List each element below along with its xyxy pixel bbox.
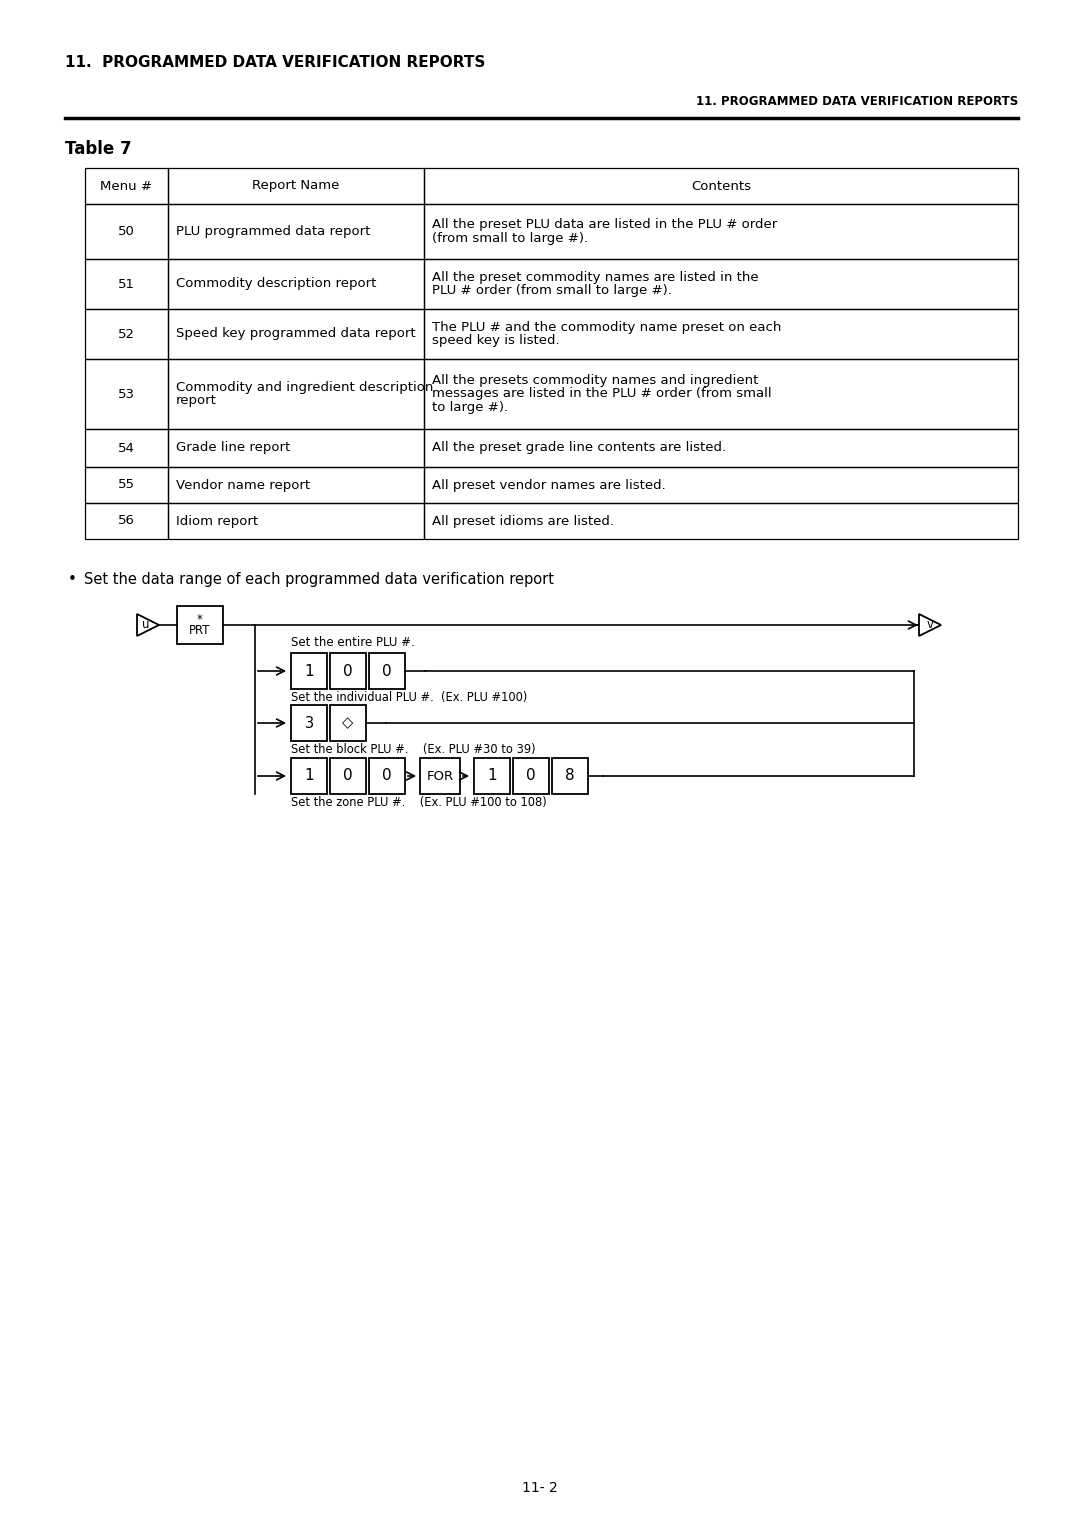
Text: Set the individual PLU #.  (Ex. PLU #100): Set the individual PLU #. (Ex. PLU #100) [291, 691, 527, 704]
Bar [168, 309, 424, 359]
Text: 3: 3 [305, 715, 313, 730]
Text: Set the block PLU #.    (Ex. PLU #30 to 39): Set the block PLU #. (Ex. PLU #30 to 39) [291, 743, 536, 756]
Bar [330, 758, 366, 795]
Bar [424, 359, 1018, 429]
Bar [168, 468, 424, 503]
Bar [291, 758, 327, 795]
Text: All preset vendor names are listed.: All preset vendor names are listed. [432, 478, 665, 492]
Text: 1: 1 [305, 663, 314, 678]
Text: Set the entire PLU #.: Set the entire PLU #. [291, 636, 415, 649]
Text: 56: 56 [118, 515, 135, 527]
Bar [168, 205, 424, 260]
Bar [369, 652, 405, 689]
Bar [168, 168, 424, 205]
Text: Commodity and ingredient description: Commodity and ingredient description [176, 380, 433, 394]
Bar [420, 758, 460, 795]
Polygon shape [919, 614, 941, 636]
Text: Grade line report: Grade line report [176, 442, 291, 454]
Text: 11- 2: 11- 2 [522, 1481, 558, 1494]
Bar [85, 309, 168, 359]
Text: All the preset PLU data are listed in the PLU # order: All the preset PLU data are listed in th… [432, 219, 778, 231]
Bar [177, 607, 222, 643]
Text: Report Name: Report Name [253, 179, 340, 193]
Text: Commodity description report: Commodity description report [176, 278, 376, 290]
Text: Set the zone PLU #.    (Ex. PLU #100 to 108): Set the zone PLU #. (Ex. PLU #100 to 108… [291, 796, 546, 808]
Bar [330, 652, 366, 689]
Text: 50: 50 [118, 225, 135, 238]
Text: messages are listed in the PLU # order (from small: messages are listed in the PLU # order (… [432, 388, 771, 400]
Text: 55: 55 [118, 478, 135, 492]
Text: (from small to large #).: (from small to large #). [432, 232, 589, 244]
Text: All preset idioms are listed.: All preset idioms are listed. [432, 515, 615, 527]
Text: 51: 51 [118, 278, 135, 290]
Text: FOR: FOR [427, 770, 454, 782]
Text: All the preset commodity names are listed in the: All the preset commodity names are liste… [432, 270, 758, 284]
Bar [369, 758, 405, 795]
Text: PRT: PRT [189, 625, 211, 637]
Bar [424, 429, 1018, 468]
Bar [85, 359, 168, 429]
Text: report: report [176, 394, 217, 408]
Bar [330, 704, 366, 741]
Bar [85, 205, 168, 260]
Text: 54: 54 [118, 442, 135, 454]
Text: 1: 1 [305, 769, 314, 784]
Bar [513, 758, 549, 795]
Text: PLU # order (from small to large #).: PLU # order (from small to large #). [432, 284, 672, 298]
Text: PLU programmed data report: PLU programmed data report [176, 225, 370, 238]
Text: All the presets commodity names and ingredient: All the presets commodity names and ingr… [432, 374, 758, 387]
Text: The PLU # and the commodity name preset on each: The PLU # and the commodity name preset … [432, 321, 781, 333]
Text: Idiom report: Idiom report [176, 515, 258, 527]
Bar [291, 652, 327, 689]
Bar [85, 168, 168, 205]
Text: ◇: ◇ [342, 715, 353, 730]
Bar [424, 168, 1018, 205]
Bar [424, 260, 1018, 309]
Text: v: v [927, 619, 933, 631]
Bar [168, 429, 424, 468]
Text: u: u [143, 619, 150, 631]
Text: 11. PROGRAMMED DATA VERIFICATION REPORTS: 11. PROGRAMMED DATA VERIFICATION REPORTS [696, 95, 1018, 108]
Bar [168, 260, 424, 309]
Bar [291, 704, 327, 741]
Polygon shape [137, 614, 159, 636]
Bar [552, 758, 588, 795]
Text: Contents: Contents [691, 179, 751, 193]
Text: Menu #: Menu # [100, 179, 152, 193]
Text: 0: 0 [382, 769, 392, 784]
Text: 53: 53 [118, 388, 135, 400]
Bar [85, 468, 168, 503]
Text: All the preset grade line contents are listed.: All the preset grade line contents are l… [432, 442, 726, 454]
Bar [85, 260, 168, 309]
Bar [424, 205, 1018, 260]
Bar [424, 468, 1018, 503]
Text: Table 7: Table 7 [65, 141, 132, 157]
Text: 0: 0 [382, 663, 392, 678]
Text: •: • [68, 571, 77, 587]
Text: Speed key programmed data report: Speed key programmed data report [176, 327, 416, 341]
Text: Vendor name report: Vendor name report [176, 478, 310, 492]
Text: 11.  PROGRAMMED DATA VERIFICATION REPORTS: 11. PROGRAMMED DATA VERIFICATION REPORTS [65, 55, 485, 70]
Bar [474, 758, 510, 795]
Bar [85, 429, 168, 468]
Bar [424, 503, 1018, 539]
Text: Set the data range of each programmed data verification report: Set the data range of each programmed da… [84, 571, 554, 587]
Text: 0: 0 [343, 769, 353, 784]
Bar [424, 309, 1018, 359]
Bar [168, 359, 424, 429]
Text: 0: 0 [343, 663, 353, 678]
Text: 1: 1 [487, 769, 497, 784]
Bar [85, 503, 168, 539]
Text: 52: 52 [118, 327, 135, 341]
Text: to large #).: to large #). [432, 400, 508, 414]
Text: 0: 0 [526, 769, 536, 784]
Text: *: * [197, 613, 203, 625]
Text: speed key is listed.: speed key is listed. [432, 335, 559, 347]
Text: 8: 8 [565, 769, 575, 784]
Bar [168, 503, 424, 539]
